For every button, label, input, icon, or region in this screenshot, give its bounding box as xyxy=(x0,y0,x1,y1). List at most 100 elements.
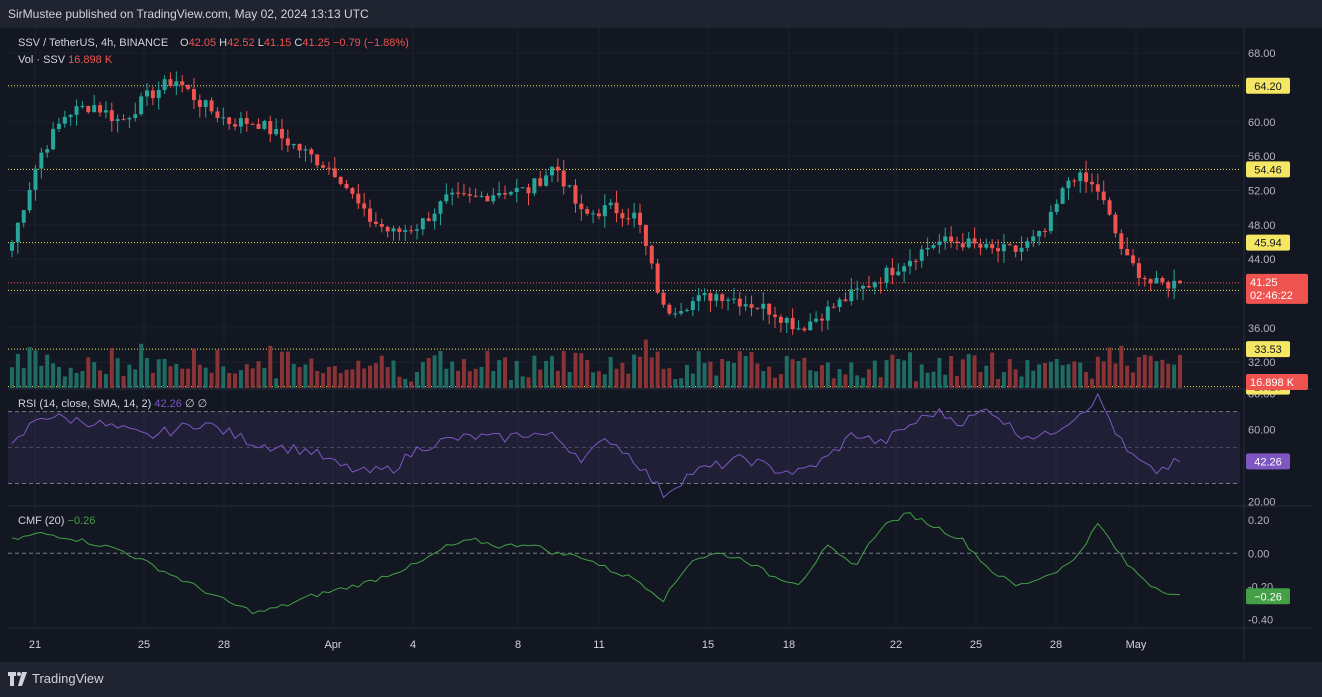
candle-body xyxy=(1131,255,1136,264)
volume-bar xyxy=(250,368,255,388)
candle-body xyxy=(391,228,396,232)
rsi-badge xyxy=(1246,453,1290,470)
level-badge xyxy=(1246,161,1290,178)
candle-body xyxy=(426,218,431,222)
time-tick-label: Apr xyxy=(324,639,341,651)
candle-body xyxy=(1048,211,1053,232)
candle-body xyxy=(579,203,584,210)
candle-body xyxy=(262,121,267,129)
volume-bar xyxy=(532,355,537,388)
candle-body xyxy=(403,230,408,232)
publisher-text: SirMustee published on TradingView.com, … xyxy=(8,7,369,21)
candle-body xyxy=(784,318,789,323)
level-badge xyxy=(1246,234,1290,251)
volume-bar xyxy=(197,364,202,388)
candle-body xyxy=(602,205,607,217)
candle-body xyxy=(432,213,437,222)
volume-bar xyxy=(103,373,108,388)
volume-bar xyxy=(802,357,807,388)
volume-bar xyxy=(1078,362,1083,388)
legend-symbol: SSV / TetherUS, 4h, BINANCE xyxy=(18,37,168,49)
volume-bar xyxy=(432,355,437,388)
candle-body xyxy=(461,193,466,195)
volume-bar xyxy=(702,362,707,388)
current-price-label: 41.25 xyxy=(1250,277,1278,289)
volume-bar xyxy=(256,361,261,388)
volume-bar xyxy=(796,361,801,388)
candle-body xyxy=(379,223,384,227)
volume-bar xyxy=(227,372,232,388)
volume-bar xyxy=(397,376,402,388)
volume-bar xyxy=(626,373,631,388)
tradingview-logo[interactable]: TradingView xyxy=(8,671,104,686)
candle-body xyxy=(315,154,320,166)
volume-bar xyxy=(74,372,79,388)
chart-area[interactable]: 68.0064.0060.0056.0052.0048.0044.0040.00… xyxy=(8,28,1313,660)
volume-bar xyxy=(485,350,490,388)
volume-bar xyxy=(896,359,901,388)
volume-bar xyxy=(1154,361,1159,388)
cmf-badge xyxy=(1246,588,1290,605)
volume-bar xyxy=(450,361,455,388)
candle-body xyxy=(667,304,672,314)
volume-bar xyxy=(1025,360,1030,388)
volume-bar xyxy=(238,370,243,388)
volume-bar xyxy=(767,366,772,388)
candle-body xyxy=(414,229,419,231)
volume-bar xyxy=(667,368,672,388)
candle-body xyxy=(731,298,736,300)
candle-body xyxy=(702,293,707,296)
candle-body xyxy=(596,213,601,217)
candle-body xyxy=(684,310,689,312)
candle-body xyxy=(626,218,631,220)
volume-bar xyxy=(596,371,601,388)
candle-body xyxy=(1119,233,1124,249)
volume-bar xyxy=(379,355,384,388)
volume-bar xyxy=(268,345,273,388)
volume-bar xyxy=(279,351,284,388)
volume-bar xyxy=(708,361,713,388)
volume-bar xyxy=(109,347,114,388)
candle-body xyxy=(1136,263,1141,278)
candle-body xyxy=(1148,279,1153,284)
volume-bar xyxy=(755,363,760,388)
candle-body xyxy=(444,194,449,202)
candle-body xyxy=(649,245,654,264)
volume-bar xyxy=(403,378,408,388)
volume-bar xyxy=(726,361,731,388)
volume-bar xyxy=(1178,354,1182,388)
candle-body xyxy=(473,195,478,197)
volume-bar xyxy=(649,357,654,388)
chart-svg[interactable]: 68.0064.0060.0056.0052.0048.0044.0040.00… xyxy=(8,28,1313,660)
candle-body xyxy=(150,90,155,99)
volume-bar xyxy=(420,361,425,388)
candle-body xyxy=(127,118,132,120)
candle-body xyxy=(1066,180,1071,189)
candle-body xyxy=(990,243,995,249)
candle-body xyxy=(837,299,842,308)
volume-bar xyxy=(1142,354,1147,388)
candle-body xyxy=(825,306,830,321)
candle-body xyxy=(51,128,56,150)
legend-l-label: L xyxy=(258,37,264,49)
candle-body xyxy=(555,166,560,171)
candle-body xyxy=(508,191,513,195)
price-badges: 64.2054.4645.9440.3733.5329.1641.2502:46… xyxy=(1246,77,1308,605)
candle-body xyxy=(714,294,719,301)
candle-body xyxy=(1078,172,1083,182)
candle-body xyxy=(884,267,889,283)
candlesticks xyxy=(10,71,1182,335)
candle-body xyxy=(109,110,114,121)
candle-body xyxy=(614,202,619,214)
volume-bar xyxy=(139,343,144,388)
volume-bar xyxy=(684,364,689,388)
volume-bar xyxy=(872,360,877,388)
candle-body xyxy=(902,266,907,272)
candle-body xyxy=(591,213,596,215)
candle-body xyxy=(1013,245,1018,252)
candle-body xyxy=(643,224,648,246)
candle-body xyxy=(144,90,149,97)
volume-bar xyxy=(115,358,120,388)
volume-bar xyxy=(890,354,895,388)
volume-bar xyxy=(855,375,860,388)
